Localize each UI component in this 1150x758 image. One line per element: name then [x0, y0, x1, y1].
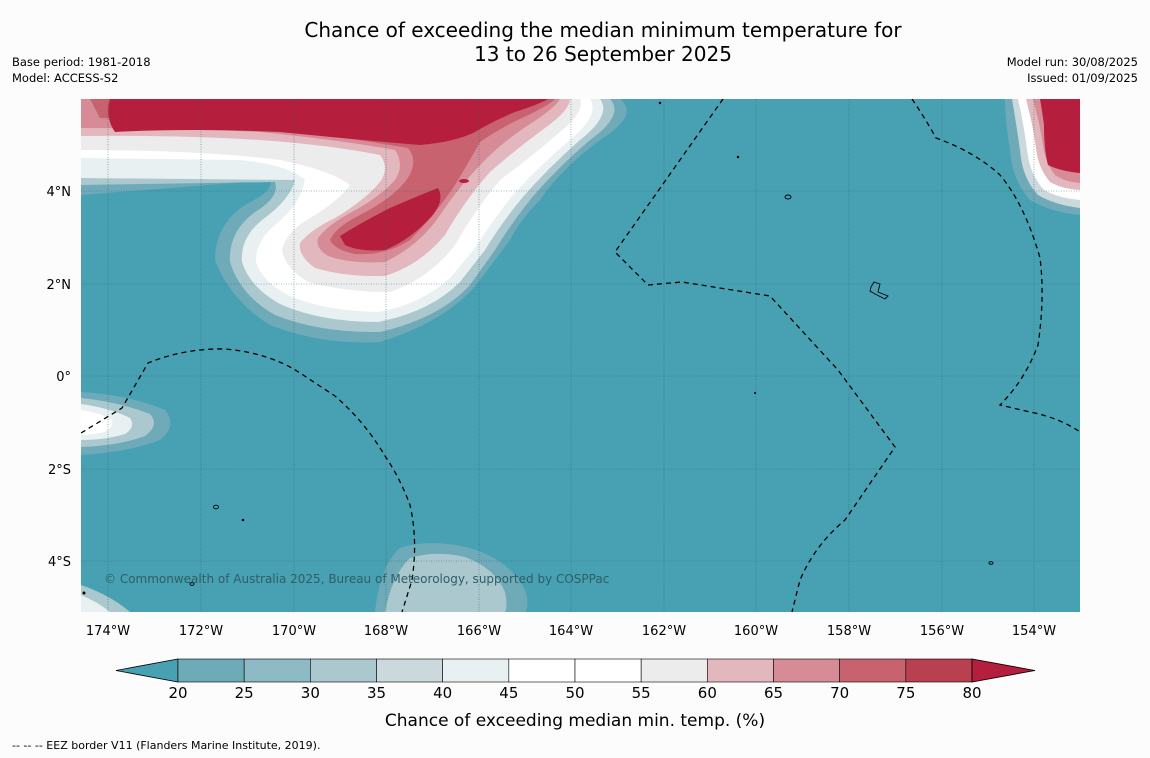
lon-label: 170°W [272, 624, 316, 639]
colorbar-under-arrow [115, 658, 179, 683]
colorbar-label: Chance of exceeding median min. temp. (%… [385, 711, 765, 731]
colorbar-bin [640, 658, 708, 683]
light-patch-west [81, 392, 171, 455]
colorbar-tick-label: 40 [433, 684, 452, 702]
colorbar-tick-label: 75 [896, 684, 915, 702]
title-line-2: 13 to 26 September 2025 [474, 42, 732, 66]
colorbar-bin [839, 658, 907, 683]
longitude-labels: 174°W 172°W 170°W 168°W 166°W 164°W 162°… [86, 624, 1056, 639]
copyright-notice: © Commonwealth of Australia 2025, Bureau… [104, 572, 609, 586]
graticule [81, 99, 1080, 612]
warm-anomaly-north [81, 99, 627, 343]
lon-label: 156°W [920, 624, 964, 639]
colorbar-bin [707, 658, 774, 683]
colorbar-bin [442, 658, 510, 683]
lon-label: 160°W [734, 624, 778, 639]
colorbar-tick-label: 20 [168, 684, 187, 702]
map-field: © Commonwealth of Australia 2025, Bureau… [81, 99, 1080, 612]
lat-label: 2°N [47, 278, 72, 293]
title-line-1: Chance of exceeding the median minimum t… [304, 18, 902, 42]
colorbar-tick-label: 65 [764, 684, 783, 702]
lat-label: 0° [56, 370, 71, 385]
warm-anomaly-northeast [1005, 99, 1080, 215]
ocean-background [81, 99, 1080, 612]
meta-left: Base period: 1981-2018 Model: ACCESS-S2 [12, 54, 151, 86]
lat-label: 2°S [48, 463, 71, 478]
lon-label: 154°W [1012, 624, 1056, 639]
colorbar-bin [310, 658, 377, 683]
lon-label: 158°W [827, 624, 871, 639]
colorbar-bin [243, 658, 311, 683]
lon-label: 168°W [364, 624, 408, 639]
colorbar-tick-label: 60 [698, 684, 717, 702]
colorbar-tick-label: 30 [301, 684, 320, 702]
eez-border-note: -- -- -- EEZ border V11 (Flanders Marine… [12, 739, 321, 752]
meta-right: Model run: 30/08/2025 Issued: 01/09/2025 [1007, 54, 1138, 86]
model-name: Model: ACCESS-S2 [12, 71, 119, 85]
colorbar-tick-label: 80 [962, 684, 981, 702]
colorbar-legend: 20 25 30 35 40 45 50 55 60 65 70 75 80 [115, 658, 1036, 702]
lon-label: 162°W [642, 624, 686, 639]
lat-label: 4°S [48, 555, 71, 570]
colorbar-bin [508, 658, 576, 683]
colorbar-tick-label: 55 [632, 684, 651, 702]
model-run: Model run: 30/08/2025 [1006, 55, 1138, 69]
colorbar-bin [376, 658, 443, 683]
colorbar-tick-label: 70 [830, 684, 849, 702]
colorbar-bin [773, 658, 840, 683]
issued-date: Issued: 01/09/2025 [1027, 71, 1138, 85]
colorbar-tick-label: 35 [367, 684, 386, 702]
lon-label: 172°W [179, 624, 223, 639]
colorbar-bin [574, 658, 642, 683]
lat-label: 4°N [47, 185, 72, 200]
lon-label: 166°W [457, 624, 501, 639]
colorbar-bin [177, 658, 245, 683]
latitude-labels: 4°N 2°N 0° 2°S 4°S [47, 185, 72, 570]
eez-borders [81, 99, 1080, 612]
colorbar-over-arrow [971, 658, 1036, 683]
colorbar-tick-label: 50 [565, 684, 584, 702]
colorbar-tick-label: 25 [235, 684, 254, 702]
lon-label: 164°W [549, 624, 593, 639]
colorbar-bin [905, 658, 973, 683]
light-patch-south [81, 543, 528, 612]
map-title: Chance of exceeding the median minimum t… [0, 18, 1150, 66]
colorbar-tick-label: 45 [499, 684, 518, 702]
islands [82, 101, 994, 595]
lon-label: 174°W [86, 624, 130, 639]
base-period: Base period: 1981-2018 [12, 55, 151, 69]
